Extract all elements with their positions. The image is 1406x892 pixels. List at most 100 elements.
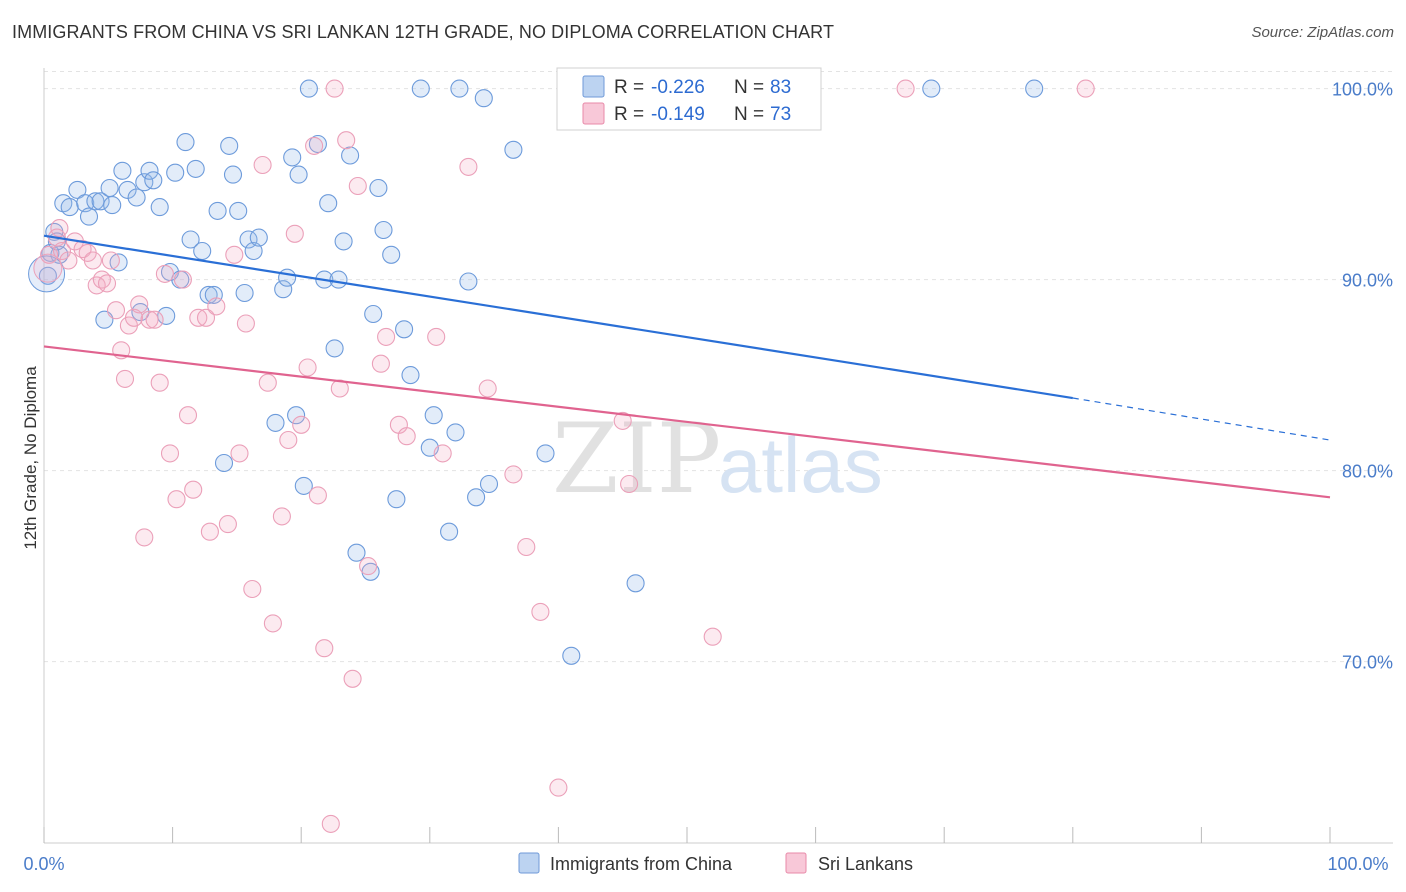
sri-point — [184, 480, 203, 499]
bottom-legend-label-china: Immigrants from China — [550, 854, 733, 874]
sri-point — [427, 327, 446, 346]
sri-point — [59, 251, 78, 270]
trend-line-sri — [43, 345, 1331, 499]
sri-point — [50, 219, 69, 238]
china-point — [38, 266, 57, 285]
china-point — [374, 220, 393, 240]
china-point — [140, 161, 159, 180]
legend-r-label-china: R = — [614, 77, 644, 98]
china-point — [60, 198, 79, 217]
sri-point — [150, 373, 169, 392]
sri-point — [115, 369, 135, 388]
china-point — [294, 476, 313, 495]
china-point — [382, 245, 401, 264]
china-point — [387, 490, 406, 509]
china-point — [467, 488, 486, 507]
sri-point — [285, 224, 304, 243]
sri-point — [230, 444, 249, 463]
legend-n-label-china: N = — [734, 77, 764, 98]
china-point-cluster — [28, 255, 66, 293]
y-axis-label: 12th Grade, No Diploma — [21, 366, 40, 550]
sri-point — [189, 308, 208, 327]
sri-point — [243, 579, 262, 599]
sri-point — [549, 778, 568, 797]
sri-point — [305, 136, 324, 155]
sri-point — [225, 245, 244, 264]
china-point — [334, 232, 353, 251]
china-point — [474, 89, 493, 108]
china-point — [274, 280, 293, 299]
sri-point — [298, 358, 317, 377]
china-point — [186, 159, 205, 178]
sri-point — [263, 614, 282, 633]
sri-point — [459, 157, 478, 176]
china-point — [424, 406, 443, 425]
x-tick-label: 0.0% — [23, 854, 64, 874]
trend-line-china-extension — [1072, 397, 1331, 441]
sri-point — [337, 131, 356, 150]
china-point — [459, 272, 478, 291]
sri-point — [517, 537, 536, 557]
sri-point — [97, 274, 117, 293]
sri-point — [359, 557, 378, 576]
china-point — [329, 270, 348, 289]
sri-point — [253, 155, 272, 175]
trend-line-china — [43, 234, 1073, 400]
china-point — [479, 474, 499, 494]
legend-r-value-china: -0.226 — [651, 77, 705, 98]
china-point — [244, 241, 263, 261]
china-point — [127, 188, 146, 207]
sri-point — [83, 251, 102, 270]
china-point — [193, 241, 212, 261]
sri-point — [218, 515, 237, 534]
china-point — [325, 339, 344, 358]
china-point — [347, 543, 366, 562]
china-point — [135, 173, 154, 192]
china-point — [626, 574, 645, 593]
sri-point — [130, 295, 149, 314]
china-point — [289, 165, 308, 184]
sri-point — [504, 465, 523, 484]
gridlines — [44, 70, 1393, 663]
china-point — [103, 196, 122, 215]
sri-point — [178, 406, 198, 425]
bottom-legend-swatch-china — [518, 852, 540, 874]
china-point — [266, 413, 285, 432]
trend-lines — [43, 234, 1331, 499]
y-tick-label: 80.0% — [1342, 462, 1393, 482]
sri-point — [531, 602, 550, 621]
sri-point — [308, 486, 327, 505]
sri-point — [236, 314, 255, 333]
series-sri-points — [33, 79, 1095, 833]
china-point — [229, 201, 248, 220]
china-point — [287, 406, 306, 425]
china-point — [100, 178, 119, 198]
sri-point — [348, 176, 367, 196]
sri-point — [145, 310, 164, 329]
china-point — [369, 178, 388, 198]
sri-point — [371, 354, 390, 373]
x-tick-labels: 0.0% 100.0% — [23, 854, 1388, 874]
sri-point — [101, 251, 120, 270]
china-point — [144, 171, 163, 190]
legend-n-value-sri: 73 — [770, 104, 791, 125]
axes — [43, 68, 1393, 844]
bottom-legend: Immigrants from China Sri Lankans — [518, 852, 913, 874]
legend-swatch-china — [582, 75, 605, 98]
y-tick-label: 70.0% — [1342, 653, 1393, 673]
sri-point — [613, 411, 632, 430]
china-point — [208, 201, 227, 220]
china-point — [150, 198, 169, 217]
bottom-legend-swatch-sri — [785, 852, 807, 874]
china-point — [536, 444, 555, 463]
watermark-zip: ZIP — [552, 403, 721, 515]
china-point — [113, 161, 132, 180]
china-point — [278, 268, 297, 287]
china-point — [86, 192, 105, 211]
china-point — [395, 320, 414, 339]
sri-point — [173, 270, 192, 289]
sri-point — [272, 507, 291, 526]
sri-point — [135, 528, 154, 547]
x-tick-label: 100.0% — [1327, 854, 1388, 874]
